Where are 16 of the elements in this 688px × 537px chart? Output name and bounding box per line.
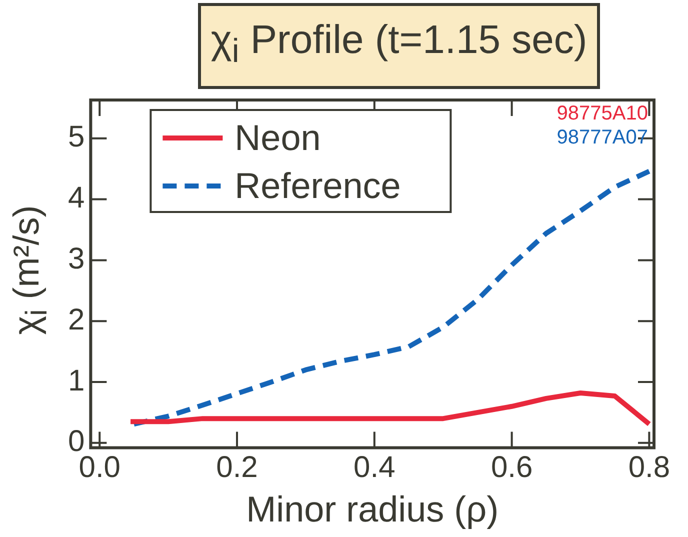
annotation: 98775A10 [556, 102, 648, 125]
x-tick-label: 0.4 [354, 451, 396, 484]
annotation: 98777A07 [556, 126, 648, 149]
x-tick-label: 0.0 [78, 451, 120, 484]
y-tick-label: 2 [68, 303, 85, 336]
x-axis-title: Minor radius (ρ) [246, 488, 499, 530]
chart-title: χ$_{i}$ Profile (t=1.15 sec) [198, 3, 600, 89]
x-tick-label: 0.6 [490, 451, 533, 484]
y-tick-label: 1 [68, 364, 85, 398]
x-tick-label: 0.8 [628, 451, 670, 484]
y-tick-label: 4 [68, 182, 85, 215]
y-tick-label: 5 [68, 120, 85, 154]
x-tick-label: 0.2 [216, 451, 258, 484]
legend-label: Reference [234, 164, 401, 206]
y-tick-label: 3 [68, 242, 85, 276]
legend-label: Neon [234, 116, 321, 158]
